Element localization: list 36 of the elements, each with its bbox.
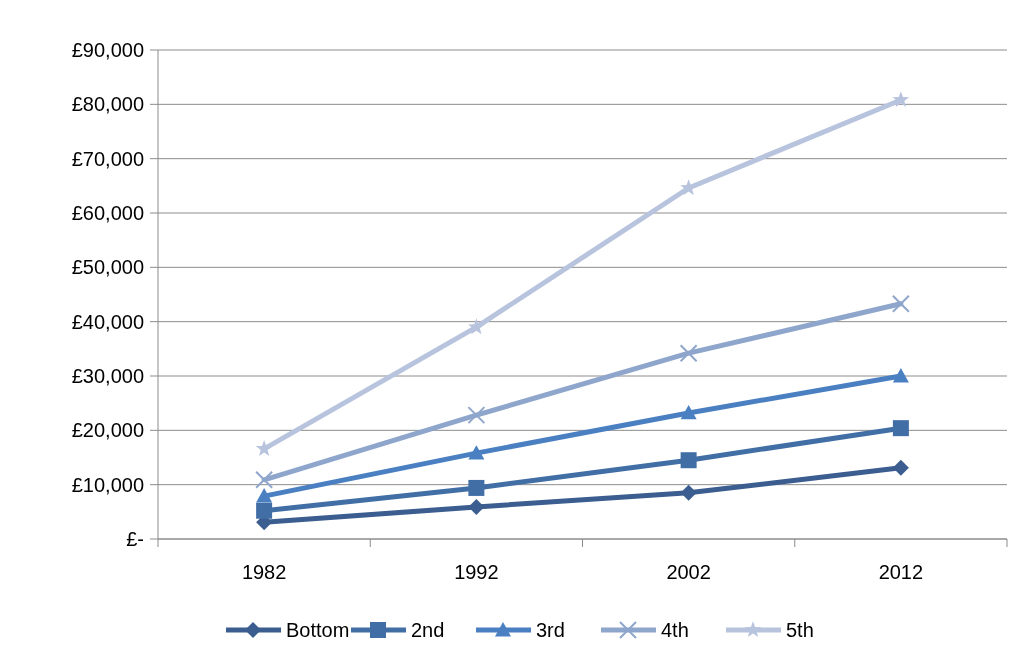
point xyxy=(468,445,485,460)
point xyxy=(680,484,697,501)
point xyxy=(679,344,698,363)
point xyxy=(468,479,485,496)
x-tick-label: 1982 xyxy=(241,561,287,583)
y-tick-label: £60,000 xyxy=(71,202,144,224)
x-tick-label: 1992 xyxy=(454,561,499,583)
point xyxy=(256,488,273,503)
point xyxy=(892,368,909,383)
legend-label: 2nd xyxy=(411,619,445,641)
point xyxy=(467,406,486,425)
point xyxy=(892,459,909,476)
legend-label: 3rd xyxy=(536,619,565,641)
x-tick-label: 2002 xyxy=(666,561,711,583)
legend-label: 5th xyxy=(786,619,814,641)
point xyxy=(468,498,485,515)
point xyxy=(255,470,274,489)
y-tick-label: £10,000 xyxy=(71,473,144,496)
y-tick-label: £40,000 xyxy=(71,310,144,333)
y-tick-label: £30,000 xyxy=(71,365,144,387)
point xyxy=(468,318,485,335)
point xyxy=(891,294,910,313)
legend-label: Bottom xyxy=(286,619,350,641)
y-tick-label: £70,000 xyxy=(71,147,144,170)
x-tick-label: 2012 xyxy=(878,561,924,583)
point xyxy=(892,420,909,437)
y-tick-label: £50,000 xyxy=(71,256,144,279)
point xyxy=(892,91,910,108)
y-tick-label: £80,000 xyxy=(71,93,144,116)
legend-label: 4th xyxy=(661,619,689,641)
point xyxy=(680,404,697,420)
y-tick-label: £90,000 xyxy=(71,39,144,61)
y-tick-label: £20,000 xyxy=(71,419,144,442)
point xyxy=(256,502,273,519)
point xyxy=(680,452,697,469)
y-tick-label: £- xyxy=(126,528,144,550)
